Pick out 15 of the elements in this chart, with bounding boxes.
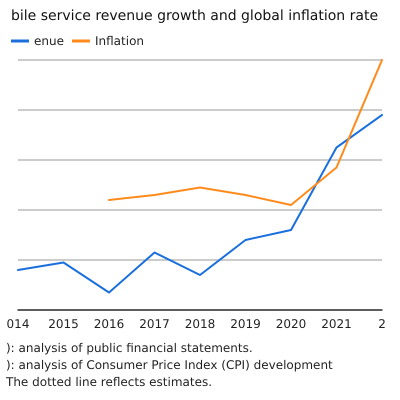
- x-tick-label: 2020: [276, 317, 306, 331]
- x-tick-label: 014: [6, 317, 30, 331]
- x-tick-label: 2019: [230, 317, 261, 331]
- x-tick-label: 2021: [321, 317, 352, 331]
- x-tick-label: 2015: [48, 317, 79, 331]
- x-tick-label: 2017: [139, 317, 170, 331]
- chart-title: bile service revenue growth and global inflation rate: [11, 8, 378, 24]
- x-tick-label: 2: [378, 317, 386, 331]
- x-tick-label: 2016: [94, 317, 124, 331]
- legend-label: Inflation: [94, 34, 144, 48]
- x-tick-label: 2018: [184, 317, 216, 331]
- text: The dotted line reflects estimates.: [5, 375, 212, 389]
- legend-label: enue: [34, 34, 64, 48]
- text: ): analysis of Consumer Price Index (CPI) development: [6, 358, 334, 372]
- text: ): analysis of public financial statements.: [6, 341, 253, 355]
